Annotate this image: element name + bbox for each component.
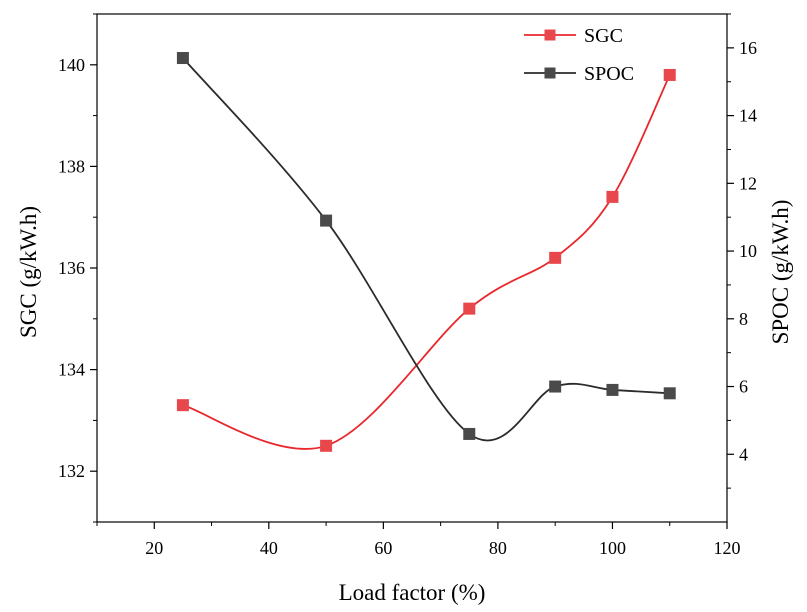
spoc-point — [549, 380, 562, 393]
y-axis-right-title: SPOC (g/kW.h) — [768, 200, 793, 345]
x-tick-label: 100 — [599, 538, 626, 558]
sgc-point — [176, 399, 189, 412]
x-axis-title: Load factor (%) — [339, 580, 486, 605]
y-right-tick-label: 6 — [739, 377, 748, 397]
legend: SGC SPOC — [524, 25, 634, 85]
plot-border — [96, 13, 728, 523]
x-axis: 20 40 60 80 100 120 — [96, 522, 741, 558]
sgc-point — [549, 251, 562, 264]
y-right-tick-label: 10 — [739, 241, 757, 261]
y-left-tick-label: 138 — [58, 156, 85, 176]
sgc-point — [606, 190, 619, 203]
sgc-point — [463, 302, 476, 315]
spoc-line — [182, 57, 670, 442]
x-tick-label: 80 — [489, 538, 507, 558]
y-left-tick-label: 134 — [58, 360, 85, 380]
spoc-point — [463, 427, 476, 440]
legend-sgc-label: SGC — [584, 25, 623, 47]
legend-sgc-marker — [544, 29, 556, 41]
y-left-tick-label: 140 — [58, 55, 85, 75]
legend-spoc-marker — [544, 67, 556, 79]
series-layer — [176, 52, 676, 452]
y-axis-left: 132 134 136 138 140 — [58, 13, 97, 523]
spoc-point — [663, 387, 676, 400]
spoc-point — [320, 214, 333, 227]
legend-spoc-label: SPOC — [584, 63, 634, 85]
y-right-tick-label: 8 — [739, 309, 748, 329]
y-left-tick-label: 132 — [58, 461, 85, 481]
y-right-tick-label: 12 — [739, 173, 757, 193]
y-axis-right: 4 6 8 10 12 14 16 — [727, 13, 757, 489]
y-axis-left-title: SGC (g/kW.h) — [16, 206, 41, 338]
spoc-point — [176, 52, 189, 65]
plot-frame — [96, 13, 728, 523]
sgc-point — [663, 68, 676, 81]
y-left-tick-label: 136 — [58, 258, 85, 278]
x-tick-label: 60 — [374, 538, 392, 558]
sgc-line — [182, 74, 671, 450]
y-right-tick-label: 14 — [739, 106, 757, 126]
sgc-point — [320, 439, 333, 452]
x-tick-label: 120 — [714, 538, 741, 558]
y-right-tick-label: 16 — [739, 38, 757, 58]
spoc-point — [606, 383, 619, 396]
y-right-tick-label: 4 — [739, 444, 748, 464]
x-tick-label: 20 — [145, 538, 163, 558]
x-tick-label: 40 — [260, 538, 278, 558]
